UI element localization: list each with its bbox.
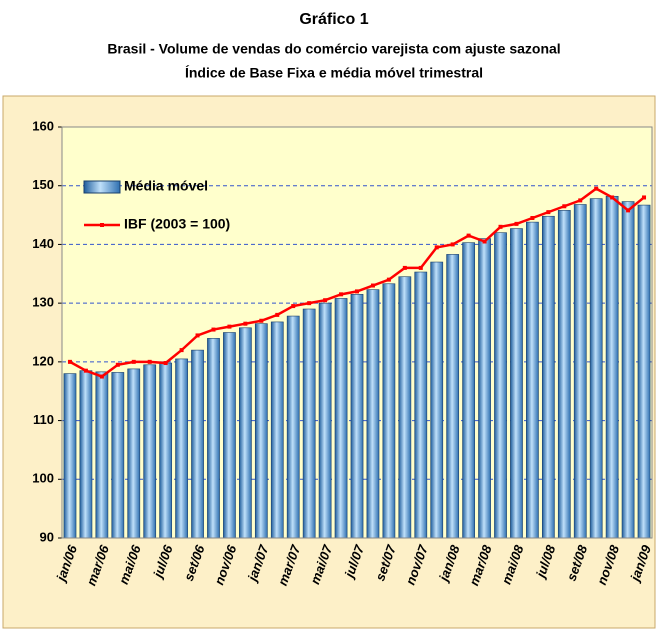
chart-subtitle: Índice de Base Fixa e média móvel trimes… xyxy=(185,65,483,81)
bar xyxy=(478,238,491,539)
line-marker xyxy=(259,318,264,323)
bar xyxy=(589,198,603,539)
line-marker xyxy=(163,361,168,366)
line-marker xyxy=(450,242,455,247)
bar xyxy=(510,228,523,539)
line-marker xyxy=(482,239,487,244)
legend-swatch xyxy=(100,223,104,227)
bar xyxy=(430,261,444,539)
bar xyxy=(223,332,236,539)
line-marker xyxy=(99,374,104,379)
bar xyxy=(398,276,412,539)
bar xyxy=(175,358,188,539)
y-tick-label: 130 xyxy=(32,295,54,310)
bar xyxy=(573,204,587,539)
bar xyxy=(111,372,125,539)
line-marker xyxy=(562,204,567,209)
bar xyxy=(366,289,380,539)
line-marker xyxy=(195,333,200,338)
line-marker xyxy=(578,198,583,203)
y-tick-label: 140 xyxy=(32,236,54,251)
line-marker xyxy=(83,368,88,373)
line-marker xyxy=(291,304,296,309)
chart-title: Gráfico 1 xyxy=(299,11,368,28)
line-marker xyxy=(498,224,503,229)
line-marker xyxy=(323,298,328,303)
y-tick-label: 90 xyxy=(40,529,54,544)
line-marker xyxy=(211,327,216,332)
bar xyxy=(270,321,284,539)
line-marker xyxy=(227,324,232,329)
bar xyxy=(79,370,93,539)
bar xyxy=(526,221,539,539)
chart-subtitle: Brasil - Volume de vendas do comércio va… xyxy=(107,41,560,57)
y-tick-label: 110 xyxy=(33,412,54,427)
bar xyxy=(334,298,348,539)
line-marker xyxy=(434,245,439,250)
bar xyxy=(302,308,316,539)
line-marker xyxy=(243,321,248,326)
line-marker xyxy=(642,195,647,200)
line-marker xyxy=(626,208,631,213)
line-marker xyxy=(355,289,359,294)
bar xyxy=(494,232,507,539)
bar xyxy=(605,195,619,539)
y-tick-label: 100 xyxy=(32,471,54,486)
legend-label: IBF (2003 = 100) xyxy=(124,216,230,232)
line-marker xyxy=(115,362,120,367)
bar xyxy=(382,283,396,539)
line-marker xyxy=(546,210,551,215)
bar xyxy=(637,204,651,539)
line-marker xyxy=(594,186,599,191)
line-marker xyxy=(339,292,344,297)
line-marker xyxy=(131,359,136,364)
bar xyxy=(191,349,204,539)
legend-swatch xyxy=(83,180,121,194)
legend-label: Média móvel xyxy=(124,178,208,194)
line-marker xyxy=(386,277,391,282)
y-tick-label: 160 xyxy=(32,118,54,133)
bar xyxy=(239,327,252,539)
bar xyxy=(446,254,460,539)
bar xyxy=(159,362,173,539)
bar xyxy=(414,271,428,539)
bar xyxy=(350,294,364,539)
line-marker xyxy=(370,283,375,288)
plot-area xyxy=(61,126,653,539)
bar xyxy=(95,371,109,539)
bar xyxy=(286,315,300,539)
bar xyxy=(143,364,157,539)
line-marker xyxy=(610,195,615,200)
bar xyxy=(207,338,220,539)
line-marker xyxy=(147,359,152,364)
line-marker xyxy=(307,301,312,306)
line-marker xyxy=(275,312,280,317)
bar xyxy=(318,302,332,539)
bar xyxy=(254,323,268,539)
line-marker xyxy=(179,348,184,353)
bar xyxy=(462,242,475,539)
line-marker xyxy=(466,233,471,238)
bar xyxy=(541,215,555,539)
bar xyxy=(63,373,77,539)
line-marker xyxy=(514,221,519,226)
bar xyxy=(621,201,635,539)
line-marker xyxy=(530,216,535,221)
bar xyxy=(127,368,141,539)
line-marker xyxy=(67,359,72,364)
bar xyxy=(557,210,571,539)
line-marker xyxy=(418,265,423,270)
line-marker xyxy=(402,265,407,270)
y-tick-label: 150 xyxy=(32,177,54,192)
y-tick-label: 120 xyxy=(32,353,54,368)
